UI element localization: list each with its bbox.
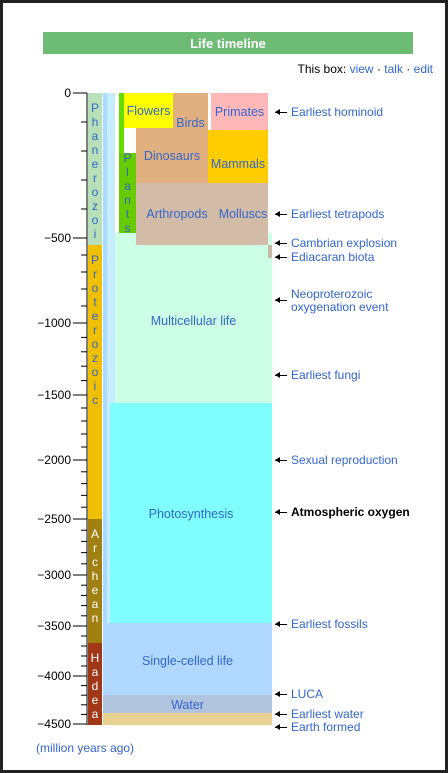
separator: ·: [406, 62, 411, 76]
arrow-head: [275, 254, 280, 260]
tick-label: −2000: [37, 453, 71, 467]
arrow: [275, 214, 287, 215]
arrow-head: [275, 724, 280, 730]
event-label[interactable]: Earliest water: [291, 707, 364, 721]
tick-label: −4500: [37, 717, 71, 731]
arrow: [275, 714, 287, 715]
eon: Proterozoic: [88, 245, 102, 519]
period-block: [103, 93, 107, 703]
arrow-head: [275, 297, 280, 303]
axis-layer: [73, 92, 88, 725]
period-block: [268, 245, 272, 258]
period-block: [103, 695, 272, 714]
arrow-head: [275, 711, 280, 717]
event-label[interactable]: Earliest fungi: [291, 368, 361, 382]
tick-label: −1000: [37, 316, 71, 330]
arrow: [275, 694, 287, 695]
event-label: Atmospheric oxygen: [291, 505, 410, 519]
eon: Hadean: [88, 643, 102, 735]
title-bar: Life timeline: [43, 32, 413, 54]
event-label[interactable]: Earliest hominoid: [291, 105, 384, 119]
eon: Phanerozoic: [88, 93, 102, 255]
group-block: Dinosaurs: [136, 128, 208, 183]
link[interactable]: talk: [384, 62, 403, 76]
footer[interactable]: (million years ago): [36, 741, 135, 755]
tick-label: −2500: [37, 512, 71, 526]
title: Life timeline: [190, 35, 266, 51]
tick-label: −4000: [37, 669, 71, 683]
group-block: Primates: [211, 93, 268, 130]
box-links: This box: view · talk · edit: [298, 62, 433, 76]
event-label[interactable]: Neoproterozoic: [291, 287, 373, 301]
period-block: [103, 623, 272, 696]
group-block: Molluscs: [218, 183, 268, 245]
group-block: Plants: [119, 151, 136, 235]
arrow-head: [275, 691, 280, 697]
event-label[interactable]: Earliest fossils: [291, 617, 368, 631]
arrow: [275, 460, 287, 461]
group-block: Water: [171, 698, 204, 712]
arrow-head: [275, 621, 280, 627]
group-block: Single-celled life: [141, 653, 234, 668]
arrow: [275, 375, 287, 376]
event-label[interactable]: Ediacaran biota: [291, 250, 375, 264]
event-label[interactable]: oxygenation event: [291, 300, 389, 314]
separator: ·: [376, 62, 381, 76]
period-block: [119, 93, 124, 155]
arrow: [275, 257, 287, 258]
period-block: [110, 403, 272, 625]
period-block: [107, 93, 115, 623]
arrow: [275, 624, 287, 625]
tick-label: −3000: [37, 568, 71, 582]
arrow: [275, 243, 287, 244]
event-label[interactable]: Earth formed: [291, 720, 361, 734]
arrow-head: [275, 509, 280, 515]
group-block: Arthropods: [136, 183, 218, 245]
tick-label: −1500: [37, 388, 71, 402]
link[interactable]: view: [349, 62, 374, 76]
event-label[interactable]: Earliest tetrapods: [291, 207, 385, 221]
box-label: This box:: [297, 62, 347, 76]
arrow-head: [275, 457, 280, 463]
group-block: Photosynthesis: [148, 507, 234, 521]
event-label[interactable]: LUCA: [291, 687, 324, 701]
tick-label: 0: [64, 86, 71, 100]
group-block: Flowers: [124, 93, 173, 128]
event-label[interactable]: Cambrian explosion: [291, 236, 398, 250]
arrow-head: [275, 211, 280, 217]
period-block: [103, 713, 272, 725]
link[interactable]: edit: [413, 62, 433, 76]
eon: Archean: [88, 519, 102, 643]
tick-label: −3500: [37, 619, 71, 633]
arrow: [275, 300, 287, 301]
period-block: [115, 233, 272, 405]
arrow-head: [275, 109, 280, 115]
arrow-head: [275, 372, 280, 378]
arrow-head: [275, 240, 280, 246]
arrow: [275, 727, 287, 728]
arrow: [275, 512, 287, 513]
group-block: Multicellular life: [150, 313, 237, 328]
arrow: [275, 112, 287, 113]
tick-label: −500: [43, 231, 71, 245]
event-label[interactable]: Sexual reproduction: [291, 453, 398, 467]
